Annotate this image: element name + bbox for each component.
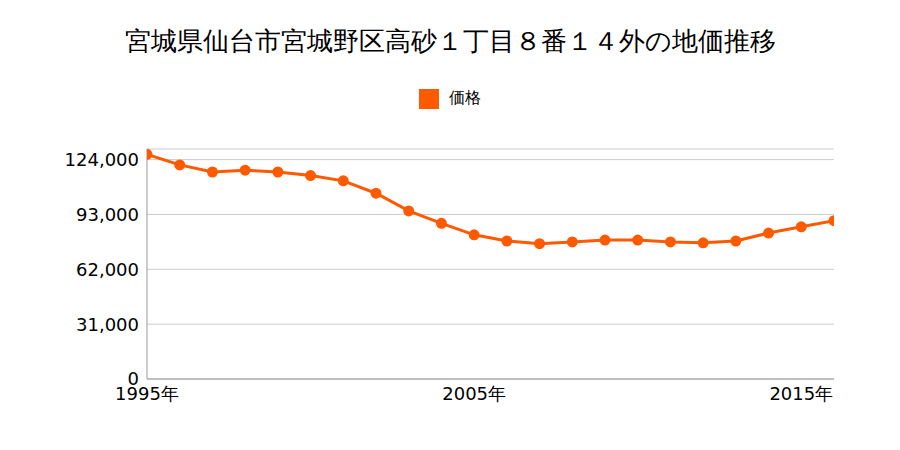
svg-text:93,000: 93,000 (76, 204, 139, 225)
svg-text:0: 0 (128, 368, 139, 389)
html-text:宮城県仙台市宮城野区高砂１丁目８番１４外の地価推移: 宮城県仙台市宮城野区高砂１丁目８番１４外の地価推移 (124, 26, 776, 56)
svg-text:1995年: 1995年 (115, 383, 179, 404)
svg-text:31,000: 31,000 (76, 314, 139, 335)
svg-text:62,000: 62,000 (76, 259, 139, 280)
html-text:価格: 価格 (449, 88, 481, 107)
svg-text:124,000: 124,000 (65, 149, 139, 170)
svg-text:2005年: 2005年 (442, 383, 506, 404)
svg-text:2015年: 2015年 (769, 383, 833, 404)
